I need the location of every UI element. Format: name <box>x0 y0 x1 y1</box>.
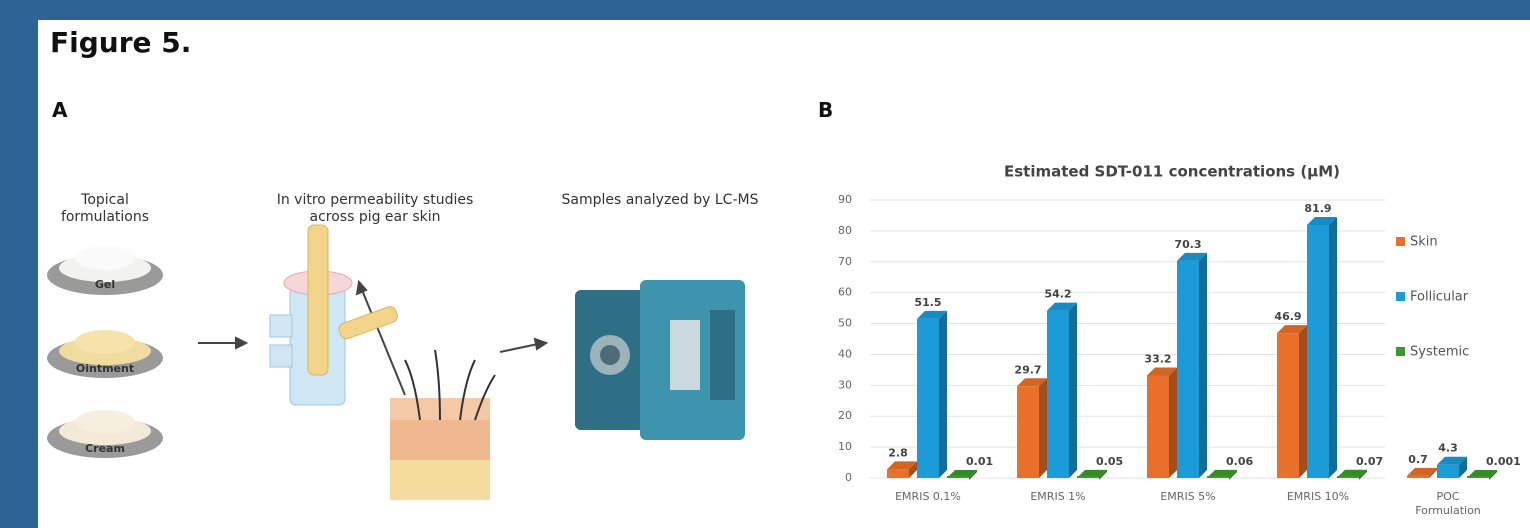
y-tick-label: 80 <box>838 224 852 237</box>
bar-side <box>1069 303 1077 478</box>
panel-label: A <box>52 98 67 122</box>
value-label: 0.06 <box>1226 455 1253 468</box>
y-tick-label: 50 <box>838 317 852 330</box>
bar <box>1077 476 1099 478</box>
bar-side <box>1169 367 1177 478</box>
y-tick-label: 90 <box>838 193 852 206</box>
chart-title: Estimated SDT-011 concentrations (μM) <box>1004 163 1340 181</box>
bar <box>1307 225 1329 478</box>
bar-side <box>1199 253 1207 478</box>
legend-label: Systemic <box>1410 345 1469 360</box>
value-label: 0.001 <box>1486 455 1521 468</box>
x-tick-label: POC Formulation <box>1403 490 1493 518</box>
formulation-label: Cream <box>55 440 155 457</box>
legend-label: Follicular <box>1410 290 1469 305</box>
figure-title: Figure 5. <box>50 26 191 59</box>
bar <box>1047 311 1069 478</box>
bar <box>887 469 909 478</box>
bar <box>1177 261 1199 478</box>
figure-canvas: Estimated SDT-011 concentrations (μM) 0 10… <box>0 0 1530 528</box>
bar-top <box>1407 468 1437 476</box>
bar-side <box>1299 325 1307 478</box>
bar <box>1277 333 1299 478</box>
bar <box>947 476 969 478</box>
skin-block <box>390 350 495 500</box>
bar <box>1467 476 1489 478</box>
value-label: 0.01 <box>966 455 993 468</box>
bar <box>1207 476 1229 478</box>
bar-side <box>939 311 947 478</box>
value-label: 54.2 <box>1044 288 1071 301</box>
bar <box>917 319 939 478</box>
bar <box>1437 465 1459 478</box>
value-label: 4.3 <box>1438 442 1458 455</box>
figure: Estimated SDT-011 concentrations (μM) 0 10… <box>0 0 1530 528</box>
bar-side <box>1039 378 1047 478</box>
bar <box>1017 386 1039 478</box>
y-tick-label: 20 <box>838 409 852 422</box>
value-label: 0.7 <box>1408 453 1428 466</box>
y-tick-label: 60 <box>838 286 852 299</box>
x-tick-label: EMRIS 5% <box>1143 490 1233 504</box>
legend-marker <box>1396 237 1405 246</box>
x-tick-label: EMRIS 0.1% <box>883 490 973 504</box>
legend-marker <box>1396 292 1405 301</box>
formulation-label: Ointment <box>55 360 155 377</box>
x-tick-label: EMRIS 1% <box>1013 490 1103 504</box>
value-label: 0.07 <box>1356 455 1383 468</box>
legend-marker <box>1396 347 1405 356</box>
bar <box>1147 375 1169 478</box>
y-tick-label: 0 <box>845 471 852 484</box>
x-tick-label: EMRIS 10% <box>1273 490 1363 504</box>
value-label: 0.05 <box>1096 455 1123 468</box>
bar <box>1337 476 1359 478</box>
bar <box>1407 476 1429 478</box>
step-label: In vitro permeability studies across pig… <box>270 192 480 226</box>
bar-side <box>1329 217 1337 478</box>
value-label: 33.2 <box>1144 352 1171 365</box>
y-tick-label: 10 <box>838 440 852 453</box>
value-label: 70.3 <box>1174 238 1201 251</box>
y-tick-label: 40 <box>838 347 852 360</box>
panel-label: B <box>818 98 833 122</box>
y-tick-label: 70 <box>838 255 852 268</box>
value-label: 81.9 <box>1304 202 1331 215</box>
formulation-label: Gel <box>55 276 155 293</box>
value-label: 46.9 <box>1274 310 1301 323</box>
lc-ms-instrument <box>575 280 745 440</box>
value-label: 51.5 <box>914 296 941 309</box>
step-label: Samples analyzed by LC-MS <box>560 192 760 209</box>
step-label: Topical formulations <box>50 192 160 226</box>
value-label: 29.7 <box>1014 363 1041 376</box>
value-label: 2.8 <box>888 446 908 459</box>
diffusion-cell <box>270 225 399 405</box>
y-tick-label: 30 <box>838 378 852 391</box>
legend-label: Skin <box>1410 235 1438 250</box>
